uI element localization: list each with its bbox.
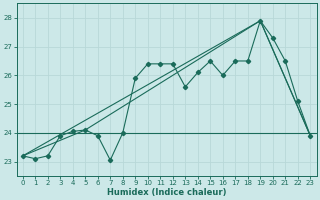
X-axis label: Humidex (Indice chaleur): Humidex (Indice chaleur) (107, 188, 226, 197)
